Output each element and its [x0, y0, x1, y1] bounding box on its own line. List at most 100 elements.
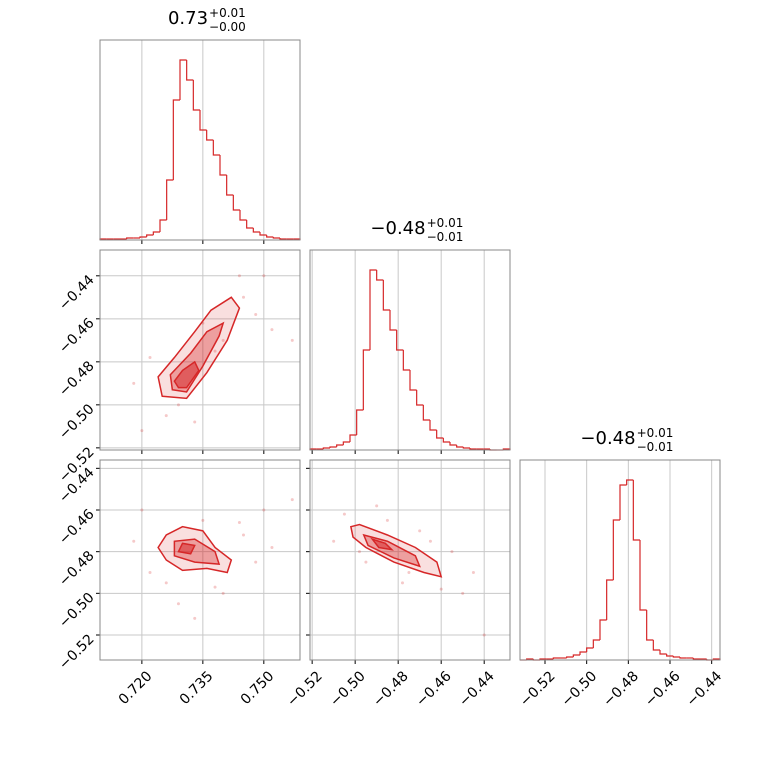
histogram-step [586, 647, 594, 652]
scatter-point [221, 338, 225, 342]
panel-marks [132, 498, 294, 620]
scatter-point [213, 585, 217, 589]
x-tick-label: −0.52 [517, 668, 559, 710]
histogram-step [356, 409, 364, 435]
histogram-step [442, 438, 450, 443]
scatter-point [290, 498, 294, 502]
y-tick-label: −0.50 [56, 401, 98, 443]
panel-title: 0.73 [168, 8, 208, 29]
histogram-step [429, 420, 437, 431]
scatter-point [407, 571, 411, 574]
x-tick-label: −0.48 [370, 668, 412, 710]
scatter-point [428, 539, 432, 543]
scatter-point [201, 518, 205, 522]
histogram-step [469, 448, 477, 450]
scatter-point [237, 521, 241, 524]
scatter-point [400, 581, 404, 585]
histogram-step [659, 650, 667, 655]
histogram-step [416, 390, 424, 406]
histogram-step [462, 447, 470, 449]
scatter-point [176, 403, 180, 407]
histogram-step [396, 330, 404, 351]
scatter-point [262, 508, 266, 512]
x-tick-label: −0.46 [642, 668, 684, 710]
scatter-point [193, 420, 197, 424]
histogram-step [552, 657, 560, 659]
panel-frame [99, 39, 301, 241]
histogram-step [362, 349, 370, 410]
scatter-point [148, 356, 152, 360]
histogram-step [139, 236, 147, 238]
scatter-point [262, 274, 266, 278]
histogram-step [376, 270, 384, 281]
scatter-point [418, 529, 422, 533]
scatter-point [164, 581, 168, 585]
x-tick-label: 0.735 [177, 668, 217, 708]
x-tick-label: −0.44 [456, 668, 498, 710]
histogram-step [246, 220, 254, 229]
histogram-step [402, 350, 410, 371]
x-tick-label: −0.50 [327, 668, 369, 710]
histogram-step [349, 434, 357, 442]
histogram-step [679, 657, 687, 659]
histogram-step [626, 479, 634, 485]
x-tick-label: −0.48 [600, 668, 642, 710]
scatter-point [140, 508, 144, 512]
histogram-step [619, 484, 627, 520]
histogram-step [369, 269, 377, 350]
scatter-point [213, 349, 217, 353]
panel-title: −0.48 [370, 218, 425, 239]
histogram-step [179, 59, 187, 100]
histogram-step [239, 210, 247, 221]
histogram-step [259, 232, 267, 236]
histogram-step [199, 110, 207, 131]
y-tick-label: −0.52 [56, 631, 98, 673]
scatter-point [385, 518, 389, 522]
panel-frame [309, 249, 511, 451]
contour [157, 525, 233, 574]
panel-marks [132, 274, 294, 433]
panel-frame [99, 249, 301, 451]
panel-frame [309, 459, 511, 661]
histogram-step [389, 310, 397, 331]
histogram-step [599, 619, 607, 640]
scatter-point [482, 633, 486, 637]
histogram-step [456, 445, 464, 448]
x-tick-label: −0.44 [684, 668, 726, 710]
y-tick-label: −0.48 [56, 548, 98, 590]
scatter-point [148, 571, 152, 574]
histogram-step [692, 658, 700, 660]
scatter-point [132, 381, 136, 385]
scatter-point [332, 539, 336, 543]
scatter-point [221, 591, 225, 595]
scatter-point [132, 539, 136, 543]
histogram-step [329, 446, 337, 448]
histogram-step [652, 640, 660, 651]
histogram-step [279, 238, 287, 240]
histogram-step [172, 99, 180, 180]
scatter-point [254, 313, 258, 317]
histogram-step [639, 540, 647, 611]
histogram-step [152, 231, 160, 235]
histogram-step [572, 654, 580, 657]
panel-frame [519, 459, 721, 661]
scatter-point [176, 602, 180, 606]
y-tick-label: −0.48 [56, 358, 98, 400]
title-lower-error: −0.00 [209, 20, 246, 34]
x-tick-label: 0.720 [116, 668, 156, 708]
scatter-point [164, 414, 168, 418]
histogram-step [672, 656, 680, 658]
histogram-step [606, 579, 614, 620]
title-upper-error: +0.01 [427, 216, 464, 230]
scatter-point [193, 616, 197, 620]
histogram-step [579, 651, 587, 655]
histogram-step [252, 228, 260, 233]
x-tick-label: −0.46 [413, 668, 455, 710]
histogram-step [192, 80, 200, 111]
panel-title: −0.48 [580, 428, 635, 449]
scatter-point [254, 560, 258, 564]
scatter-point [290, 338, 294, 342]
histogram-step [159, 219, 167, 232]
y-tick-label: −0.46 [56, 315, 98, 357]
histogram-step [186, 60, 194, 81]
